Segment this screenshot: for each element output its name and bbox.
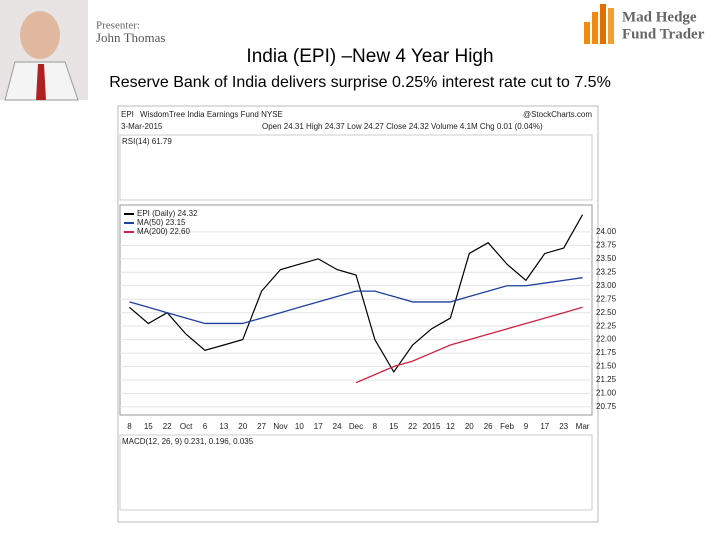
x-tick-label: Oct (180, 422, 193, 431)
x-tick-label: 17 (314, 422, 323, 431)
x-tick-label: 26 (484, 422, 493, 431)
source: @StockCharts.com (523, 110, 592, 119)
logo-icon (584, 4, 614, 44)
x-tick-label: 9 (524, 422, 529, 431)
macd-panel (119, 434, 593, 511)
x-tick-label: 15 (389, 422, 398, 431)
x-tick-label: 22 (408, 422, 417, 431)
x-tick-label: 10 (295, 422, 304, 431)
presenter-name: John Thomas (96, 30, 165, 45)
legend-entry: MA(50) 23.15 (137, 218, 186, 227)
date: 3-Mar-2015 (121, 122, 163, 131)
y-tick-label: 22.00 (596, 335, 617, 344)
x-tick-label: 8 (373, 422, 378, 431)
quote: Open 24.31 High 24.37 Low 24.27 Close 24… (262, 122, 543, 131)
price-line (129, 277, 583, 325)
macd-label: MACD(12, 26, 9) 0.231, 0.196, 0.035 (122, 437, 254, 446)
x-tick-label: 6 (203, 422, 208, 431)
legend-entry: MA(200) 22.60 (137, 227, 190, 236)
y-tick-label: 22.25 (596, 321, 617, 330)
price-line (129, 214, 584, 374)
brand-line2: Fund Trader (622, 26, 705, 42)
x-tick-label: Dec (349, 422, 363, 431)
presenter-photo (0, 0, 88, 101)
y-tick-label: 23.50 (596, 254, 617, 263)
x-tick-label: 22 (163, 422, 172, 431)
x-tick-label: Nov (273, 422, 287, 431)
x-tick-label: 15 (144, 422, 153, 431)
fund-name: WisdomTree India Earnings Fund NYSE (140, 110, 283, 119)
rsi-panel (119, 134, 593, 201)
x-tick-label: 8 (127, 422, 132, 431)
y-tick-label: 22.50 (596, 308, 617, 317)
y-tick-label: 23.25 (596, 267, 617, 276)
y-tick-label: 22.75 (596, 294, 617, 303)
x-tick-label: Feb (500, 422, 514, 431)
x-tick-label: 20 (238, 422, 247, 431)
x-tick-label: Mar (576, 422, 590, 431)
slide-title: India (EPI) –New 4 Year High (246, 46, 493, 67)
brand-line1: Mad Hedge (622, 9, 697, 25)
price-panel (119, 204, 593, 416)
x-tick-label: 24 (333, 422, 342, 431)
price-line (355, 306, 583, 384)
presenter-label: Presenter: (96, 20, 140, 32)
y-tick-label: 20.75 (596, 402, 617, 411)
y-tick-label: 21.00 (596, 389, 617, 398)
x-tick-label: 17 (540, 422, 549, 431)
legend-entry: EPI (Daily) 24.32 (137, 209, 198, 218)
x-tick-label: 23 (559, 422, 568, 431)
y-tick-label: 23.00 (596, 281, 617, 290)
x-tick-label: 13 (219, 422, 228, 431)
x-tick-label: 2015 (423, 422, 441, 431)
y-tick-label: 21.75 (596, 348, 617, 357)
y-tick-label: 23.75 (596, 240, 617, 249)
slide-subtitle: Reserve Bank of India delivers surprise … (109, 74, 611, 91)
x-tick-label: 12 (446, 422, 455, 431)
y-tick-label: 21.50 (596, 362, 617, 371)
symbol: EPI (121, 110, 134, 119)
x-tick-label: 20 (465, 422, 474, 431)
y-tick-label: 21.25 (596, 375, 617, 384)
x-tick-label: 27 (257, 422, 266, 431)
rsi-label: RSI(14) 61.79 (122, 137, 172, 146)
y-tick-label: 24.00 (596, 227, 617, 236)
chart-frame (117, 105, 599, 523)
